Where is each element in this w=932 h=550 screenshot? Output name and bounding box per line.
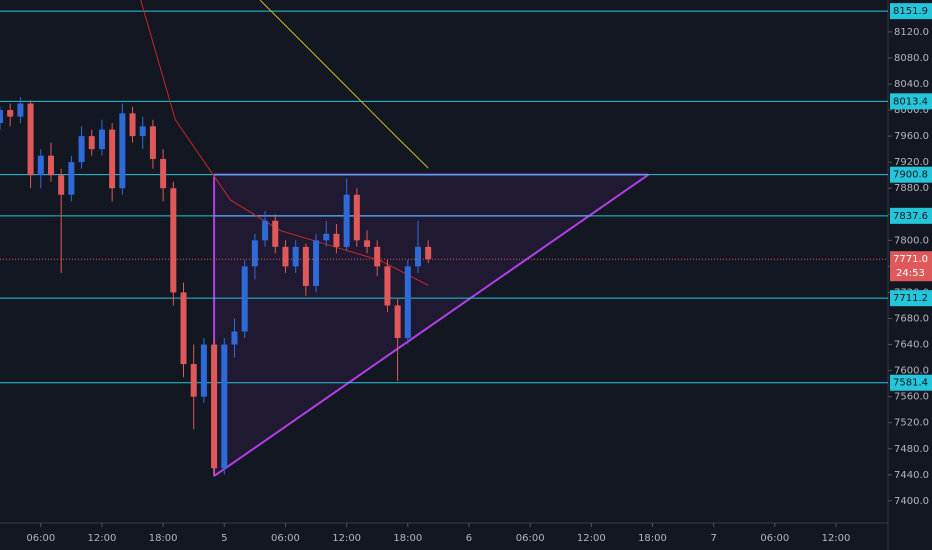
y-tick-label: 7520.0 [894, 418, 929, 429]
price-label: 7771.0 [893, 254, 928, 265]
candle-body [241, 266, 248, 332]
level-label: 7581.4 [893, 378, 928, 389]
candle-body [343, 194, 350, 247]
x-tick-label: 06:00 [516, 533, 545, 544]
x-tick-label: 18:00 [393, 533, 422, 544]
candle-body [17, 103, 24, 117]
candle-body [384, 266, 391, 306]
level-label-box [890, 374, 932, 391]
level-label-box [890, 207, 932, 224]
candle-body [149, 126, 156, 159]
y-tick-label: 7440.0 [894, 470, 929, 481]
x-tick-label: 6 [466, 533, 472, 544]
candle-body [37, 155, 44, 176]
y-tick-label: 7800.0 [894, 235, 929, 246]
candle-body [313, 240, 320, 286]
candle-body [139, 126, 146, 137]
level-label-box [890, 93, 932, 110]
y-tick-label: 7400.0 [894, 496, 929, 507]
candle-body [47, 155, 54, 176]
moving-average [140, 0, 429, 286]
candle-body [160, 158, 167, 189]
x-tick-label: 12:00 [332, 533, 361, 544]
candle-body [251, 240, 258, 267]
candle-body [58, 175, 65, 195]
y-tick-label: 7600.0 [894, 366, 929, 377]
candle-body [425, 246, 432, 260]
candle-body [404, 266, 411, 339]
x-tick-label: 18:00 [149, 533, 178, 544]
level-label: 8151.9 [893, 6, 928, 17]
candle-body [364, 240, 371, 247]
triangle-edge [213, 173, 649, 477]
level-label-box [890, 290, 932, 307]
y-tick-label: 7560.0 [894, 392, 929, 403]
x-tick-label: 18:00 [638, 533, 667, 544]
level-label-box [890, 3, 932, 20]
y-tick-label: 7680.0 [894, 313, 929, 324]
y-tick-label: 8040.0 [894, 79, 929, 90]
candle-body [88, 136, 95, 150]
candle-body [27, 103, 34, 176]
candle-body [119, 113, 126, 189]
candle-body [282, 246, 289, 267]
level-label: 7900.8 [893, 170, 928, 181]
candle-body [292, 246, 299, 267]
candle-body [374, 246, 381, 267]
candle-body [353, 194, 360, 241]
candle-body [170, 188, 177, 293]
candle-body [394, 305, 401, 339]
x-tick-label: 12:00 [822, 533, 851, 544]
candle-body [190, 364, 197, 397]
candle-body [68, 162, 75, 195]
y-tick-label: 8120.0 [894, 27, 929, 38]
candle-body [109, 129, 116, 189]
candle-body [262, 220, 269, 241]
y-tick-label: 7480.0 [894, 444, 929, 455]
candle-body [323, 233, 330, 241]
x-tick-label: 06:00 [26, 533, 55, 544]
candle-body [98, 129, 105, 150]
candle-body [7, 110, 14, 117]
x-tick-label: 12:00 [88, 533, 117, 544]
candle-body [302, 246, 309, 286]
candle-body [272, 220, 279, 247]
y-tick-label: 7920.0 [894, 157, 929, 168]
candle-body [129, 113, 136, 137]
level-label: 8013.4 [893, 96, 928, 107]
level-label-box [890, 166, 932, 183]
y-tick-label: 7960.0 [894, 131, 929, 142]
x-tick-label: 7 [710, 533, 716, 544]
candle-body [180, 292, 187, 365]
y-tick-label: 7640.0 [894, 340, 929, 351]
level-label: 7711.2 [893, 293, 928, 304]
candle-body [415, 246, 422, 267]
x-tick-label: 5 [221, 533, 227, 544]
candle-body [211, 344, 218, 469]
candle-body [221, 344, 228, 469]
x-tick-label: 12:00 [577, 533, 606, 544]
candle-body [0, 110, 3, 124]
price-label-box [890, 251, 932, 282]
candle-body [333, 233, 340, 247]
x-tick-label: 06:00 [271, 533, 300, 544]
y-tick-label: 8080.0 [894, 53, 929, 64]
level-label: 7837.6 [893, 211, 928, 222]
candle-body [200, 344, 207, 397]
candle-body [78, 136, 85, 163]
candle-body [231, 331, 238, 345]
x-tick-label: 06:00 [760, 533, 789, 544]
y-tick-label: 8000.0 [894, 105, 929, 116]
y-tick-label: 7880.0 [894, 183, 929, 194]
countdown: 24:53 [896, 268, 925, 279]
moving-average [259, 0, 429, 169]
